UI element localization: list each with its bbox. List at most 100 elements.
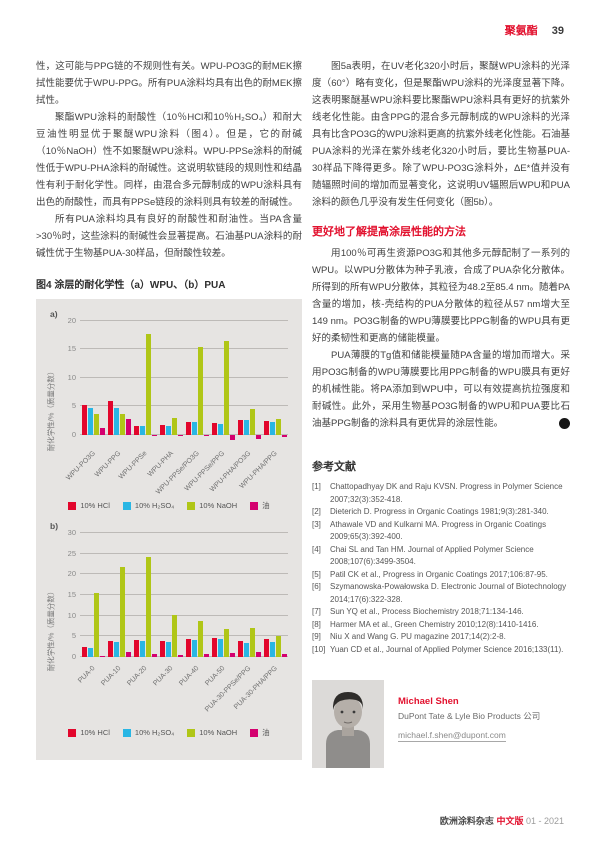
bar	[177, 654, 183, 657]
y-axis-label: 耐化学性/%（质量分数）	[46, 587, 56, 671]
plot-area: 0 5 10 15 20 25 30	[68, 528, 288, 661]
legend-item: 10% HCl	[68, 727, 110, 738]
bar	[211, 637, 217, 657]
chart-a: a) 耐化学性/%（质量分数） 0 5 10 15 20 WPU-PO3G WPU-PPG…	[44, 309, 294, 511]
bar	[203, 434, 209, 437]
bar	[249, 627, 255, 657]
bar	[99, 428, 105, 435]
reference-item: [8] Harmer MA et al., Green Chemistry 201…	[312, 619, 539, 629]
legend-item: 10% H₂SO₄	[122, 727, 174, 738]
bar-group	[184, 321, 210, 446]
bar	[145, 556, 151, 657]
legend-item: 10% HCl	[68, 500, 110, 511]
bar	[229, 653, 235, 657]
paragraph: 用100％可再生资源PO3G和其他多元醇配制了一系列的WPU。以WPU分散体为种…	[312, 248, 570, 344]
bar-group	[80, 321, 106, 446]
legend-item: 油	[250, 500, 270, 511]
bar	[165, 426, 171, 435]
bar	[107, 401, 113, 435]
bar	[237, 640, 243, 657]
bar	[249, 408, 255, 435]
issue-label: 01 - 2021	[525, 816, 564, 826]
bar	[113, 642, 119, 657]
bar	[99, 656, 105, 657]
bar	[237, 419, 243, 435]
bar	[211, 422, 217, 435]
bar	[145, 333, 151, 435]
edition-label: 中文版	[496, 816, 524, 826]
bar	[125, 652, 131, 657]
bar	[191, 421, 197, 435]
bar	[119, 567, 125, 657]
bar	[263, 639, 269, 657]
bar-group	[184, 533, 210, 661]
magazine-title: 欧洲涂料杂志	[439, 816, 494, 826]
reference-item: [2] Dieterich D. Progress in Organic Coat…	[312, 507, 549, 516]
bar	[203, 653, 209, 657]
paragraph: 图5a表明，在UV老化320小时后，聚醚WPU涂料的光泽度（60°）略有变化，但…	[312, 61, 570, 208]
bar	[217, 639, 223, 657]
reference-item: [3] Athawale VD and Kulkarni MA. Progress…	[312, 519, 547, 542]
legend-item: 10% NaOH	[187, 727, 237, 738]
legend-item: 10% H₂SO₄	[122, 500, 174, 511]
bar-group	[210, 533, 236, 661]
bar-group	[132, 321, 158, 446]
bar	[197, 347, 203, 435]
reference-item: [7] Sun YQ et al., Process Biochemistry 2…	[312, 607, 524, 616]
bar-group	[158, 321, 184, 446]
section-label: 聚氨酯	[504, 25, 538, 37]
paragraph: PUA薄膜的Tg值和储能模量随PA含量的增加而增大。采用PO3G制备的WPU薄膜…	[312, 347, 581, 432]
chart-legend: 10% HCl 10% H₂SO₄ 10% NaOH 油	[44, 727, 294, 738]
bar	[133, 426, 139, 435]
reference-item: [6] Szymanowska-Powałowska D. Electronic …	[312, 582, 567, 604]
author-email-link[interactable]: michael.f.shen@dupont.com	[398, 730, 506, 742]
portrait-image	[312, 680, 384, 768]
reference-list: [1] Chattopadhyay DK and Raju KVSN. Progr…	[312, 481, 570, 656]
page-number: 39	[551, 25, 564, 37]
bar	[81, 405, 87, 435]
bar	[281, 654, 287, 657]
bar	[281, 434, 287, 438]
reference-item: [5] Patil CK et al., Progress in Organic …	[312, 569, 548, 579]
reference-item: [4] Chai SL and Tan HM. Journal of Applie…	[312, 544, 534, 567]
bar-group	[106, 533, 132, 661]
bar-group	[262, 533, 288, 661]
bar	[229, 434, 235, 440]
bar	[107, 641, 113, 657]
x-axis-labels: PUA-0 PUA-10 PUA-20 PUA-30 PUA-40 PUA-50 PUA-3…	[77, 665, 279, 714]
bar	[223, 340, 229, 435]
bar	[159, 641, 165, 657]
bar-group	[132, 533, 158, 661]
author-company: DuPont Tate & Lyle Bio Products 公司	[398, 711, 541, 721]
paragraph-text: PUA薄膜的Tg值和储能模量随PA含量的增加而增大。采用PO3G制备的WPU薄膜…	[312, 350, 570, 429]
x-axis-labels: WPU-PO3G WPU-PPG WPU-PPSe WPU-PHA WPU-PPSe/P…	[64, 450, 279, 496]
figure-4-panel: a) 耐化学性/%（质量分数） 0 5 10 15 20 WPU-PO3G WPU-PPG…	[36, 299, 302, 760]
bar	[139, 641, 145, 657]
figure-caption: 图4 涂层的耐化学性（a）WPU、（b）PUA	[36, 280, 226, 291]
chart-panel-label: a)	[50, 309, 58, 319]
plot-area: 0 5 10 15 20	[68, 316, 288, 446]
chart-legend: 10% HCl 10% H₂SO₄ 10% NaOH 油	[44, 500, 294, 511]
page-footer: 欧洲涂料杂志 中文版 01 - 2021	[440, 814, 564, 827]
bar	[223, 629, 229, 657]
bar	[165, 642, 171, 657]
section-heading: 更好地了解提高涂层性能的方法	[312, 226, 466, 238]
page-header: 聚氨酯 39	[505, 22, 564, 38]
bar	[255, 434, 261, 440]
bar-group	[106, 321, 132, 446]
bar	[185, 638, 191, 657]
bar	[171, 418, 177, 435]
bar	[243, 642, 249, 657]
bar	[269, 421, 275, 435]
bar	[139, 426, 145, 435]
bar-group	[80, 533, 106, 661]
bar	[217, 423, 223, 435]
bar	[191, 639, 197, 657]
chart-panel-label: b)	[50, 521, 59, 531]
reference-item: [1] Chattopadhyay DK and Raju KVSN. Progr…	[312, 482, 563, 504]
author-info: Michael Shen DuPont Tate & Lyle Bio Prod…	[398, 680, 540, 768]
bar	[125, 419, 131, 435]
bar	[113, 407, 119, 435]
reference-item: [9] Niu X and Wang G. PU magazine 2017;14…	[312, 632, 506, 641]
